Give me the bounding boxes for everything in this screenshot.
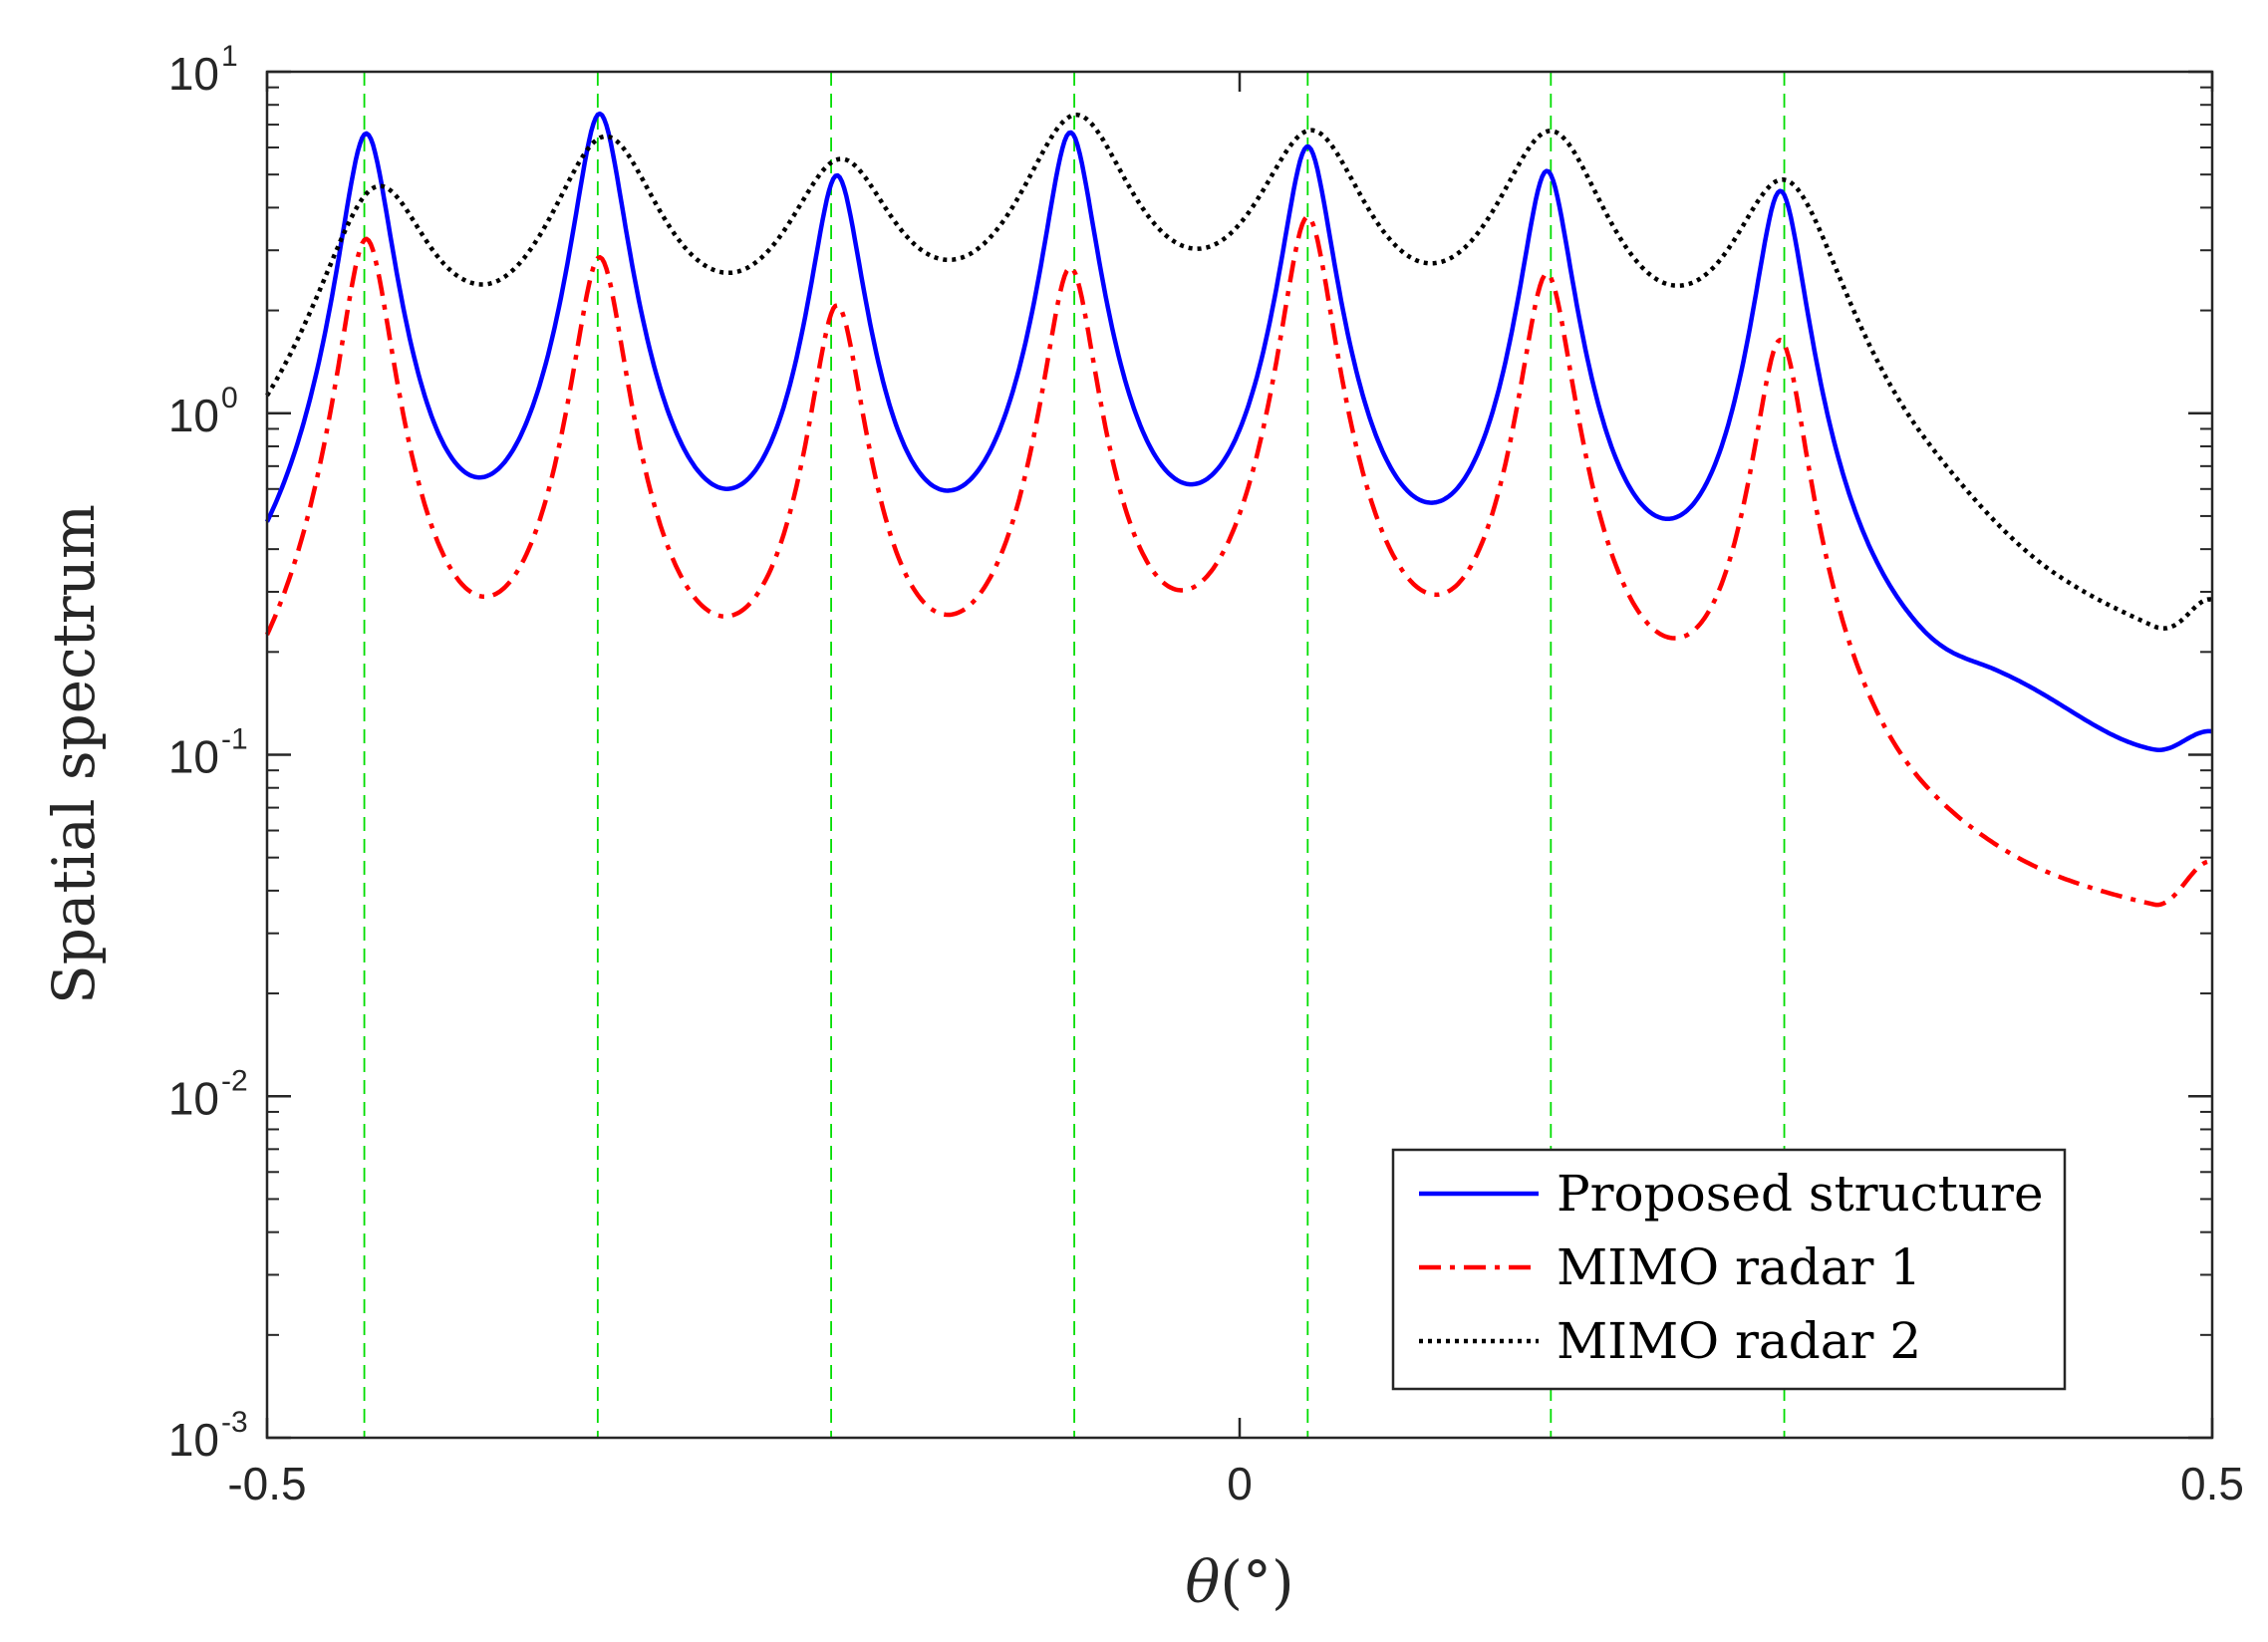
- y-tick-label-1: 10: [168, 390, 219, 441]
- y-tick-label-4: 10: [168, 1414, 219, 1466]
- series-line-0: [264, 111, 2213, 752]
- legend-label-mimo2: MIMO radar 2: [1557, 1312, 1921, 1370]
- y-tick-exponent-2: -1: [221, 723, 248, 756]
- minor-ticks: [267, 86, 2212, 1336]
- true-angle-guides: [363, 72, 1786, 1438]
- series-line-1: [264, 214, 2213, 908]
- legend[interactable]: Proposed structure MIMO radar 1 MIMO rad…: [1391, 1148, 2067, 1391]
- y-tick-exponent-1: 0: [221, 382, 238, 414]
- legend-label-proposed: Proposed structure: [1557, 1165, 2044, 1223]
- y-tick-exponent-4: -3: [221, 1406, 248, 1439]
- x-tick-label-0: -0.5: [227, 1458, 306, 1509]
- y-axis-label: Spatial spectrum: [40, 504, 108, 1004]
- series-layer: [264, 111, 2213, 908]
- y-tick-label-3: 10: [168, 1072, 219, 1124]
- x-axis-ticks: -0.5 0 0.5: [227, 72, 2244, 1509]
- x-tick-label-1: 0: [1227, 1458, 1253, 1509]
- x-tick-label-2: 0.5: [2180, 1458, 2244, 1509]
- y-tick-exponent-0: 1: [221, 40, 238, 73]
- legend-label-mimo1: MIMO radar 1: [1557, 1238, 1921, 1296]
- x-axis-label: θ(°): [1185, 1548, 1293, 1616]
- y-tick-label-0: 10: [168, 48, 219, 100]
- y-tick-label-2: 10: [168, 731, 219, 783]
- y-tick-exponent-3: -2: [221, 1064, 248, 1097]
- legend-box: [1391, 1148, 2067, 1391]
